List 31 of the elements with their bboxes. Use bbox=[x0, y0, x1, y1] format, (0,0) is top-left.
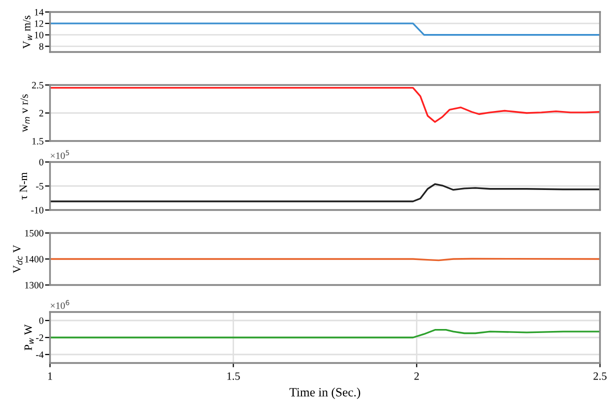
y-tick-label: 2 bbox=[39, 110, 44, 116]
text: ×10$^{6}$ bbox=[50, 300, 70, 309]
y-tick-label: 1500 bbox=[25, 230, 44, 236]
y-axis-title: P$_{w}$ W bbox=[24, 324, 34, 350]
y-tick-label: 1400 bbox=[25, 256, 44, 262]
text: ×10$^{5}$ bbox=[50, 150, 70, 159]
y-axis-title: w$_{m}$ v r/s bbox=[20, 94, 30, 132]
y-tick-label: 14 bbox=[34, 8, 44, 16]
x-axis-title: Time in (Sec.) bbox=[290, 388, 360, 399]
y-tick-label: 8 bbox=[39, 43, 44, 50]
y-tick-label: 12 bbox=[34, 20, 44, 27]
y-tick-label: -2 bbox=[36, 334, 44, 341]
y-axis-title: V$_{dc}$ V bbox=[13, 244, 22, 274]
y-tick-label: 1.5 bbox=[32, 138, 44, 145]
y-tick-label: -5 bbox=[36, 183, 44, 190]
y-tick-label: -10 bbox=[31, 206, 44, 214]
x-tick-label: 1 bbox=[48, 372, 52, 380]
line-series bbox=[50, 329, 600, 338]
x-tick-label: 2 bbox=[414, 372, 419, 380]
y-tick-label: 1300 bbox=[25, 282, 44, 288]
y-tick-label: 0 bbox=[39, 317, 44, 324]
y-axis-title: V$_{w}$ m/s bbox=[22, 16, 32, 49]
y-tick-label: 10 bbox=[34, 32, 44, 38]
y-tick-label: 0 bbox=[39, 158, 44, 166]
line-series bbox=[50, 183, 600, 202]
x-tick-label: 1.5 bbox=[227, 372, 240, 380]
y-tick-label: -4 bbox=[36, 351, 44, 358]
x-tick-label: 2.5 bbox=[594, 372, 607, 380]
line-series bbox=[50, 86, 600, 123]
y-axis-title: τ N-m bbox=[20, 172, 28, 200]
y-tick-label: 2.5 bbox=[32, 82, 44, 89]
